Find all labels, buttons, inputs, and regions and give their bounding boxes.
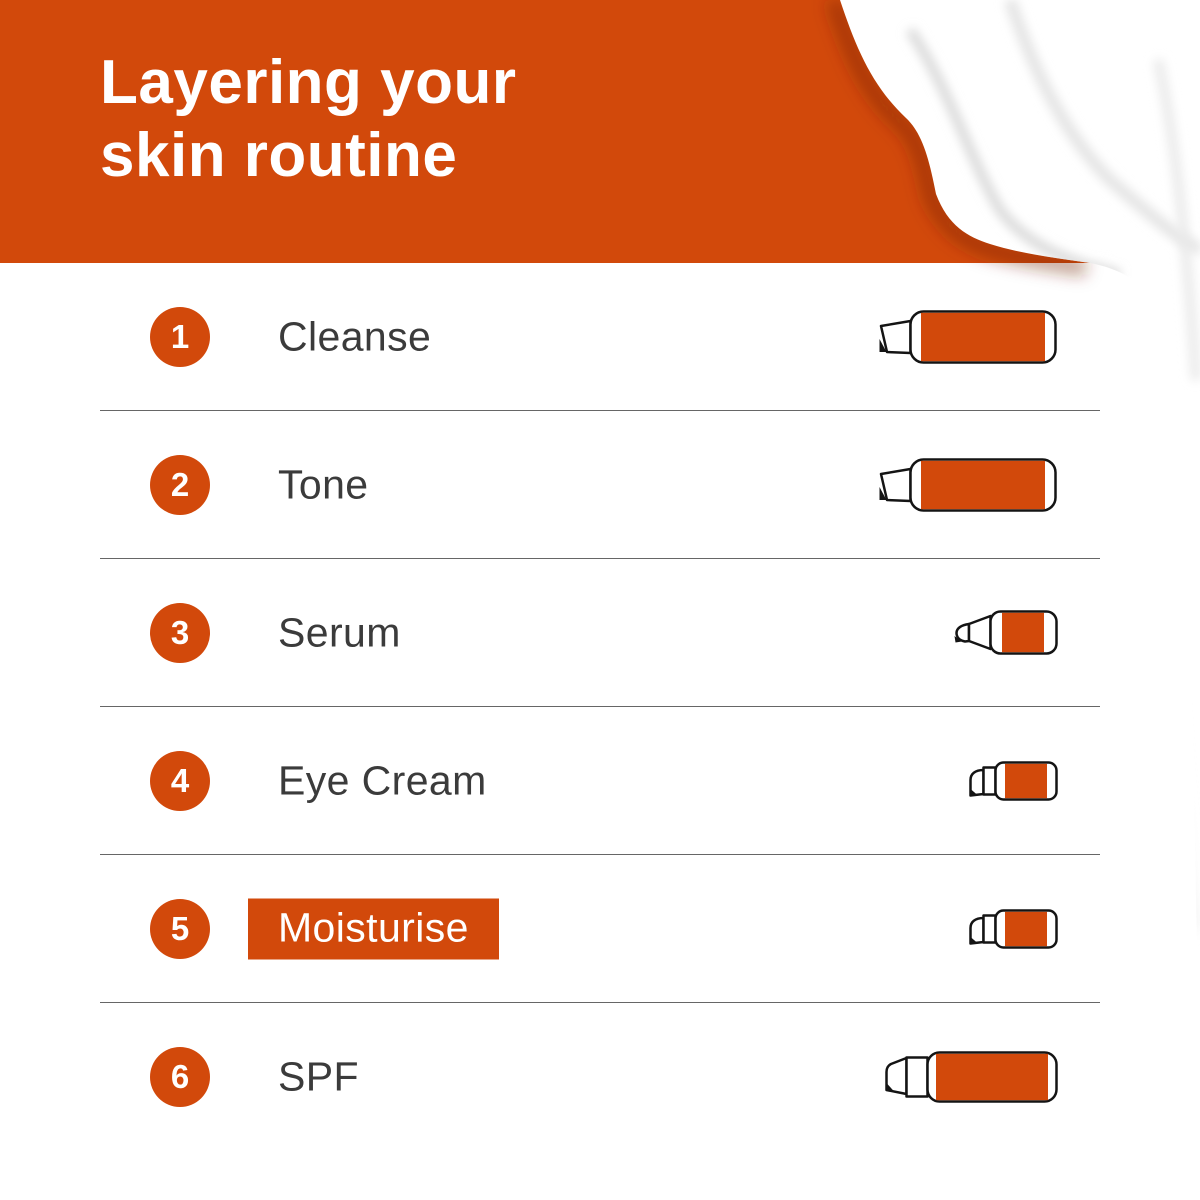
step-number: 3 (170, 614, 190, 651)
list-item-cleanse: 1 Cleanse (0, 263, 1200, 411)
step-number: 6 (170, 1058, 190, 1095)
page-title-line-1: Layering your (100, 48, 517, 117)
header-banner: Layering your skin routine (0, 0, 1200, 263)
row-divider (100, 705, 1100, 707)
spf-pump-bottle-icon (885, 1051, 1058, 1103)
step-number-badge: 5 (150, 899, 210, 959)
step-label: Serum (278, 609, 401, 656)
row-divider (100, 853, 1100, 855)
eye-cream-pump-icon (969, 761, 1058, 801)
list-item-serum: 3 Serum (0, 559, 1200, 707)
list-item-moisturise: 5 Moisturise (0, 855, 1200, 1003)
step-label: SPF (278, 1053, 359, 1100)
list-item-spf: 6 SPF (0, 1003, 1200, 1151)
step-number-badge: 1 (150, 307, 210, 367)
step-number: 2 (170, 466, 190, 503)
list-item-tone: 2 Tone (0, 411, 1200, 559)
step-label: Cleanse (278, 313, 432, 360)
moisturiser-pump-icon (969, 909, 1058, 949)
row-divider (100, 1001, 1100, 1003)
row-divider (100, 557, 1100, 559)
step-number: 4 (170, 762, 190, 799)
step-number-badge: 4 (150, 751, 210, 811)
list-item-eye-cream: 4 Eye Cream (0, 707, 1200, 855)
step-number-badge: 2 (150, 455, 210, 515)
step-label: Tone (278, 461, 369, 508)
step-number-badge: 6 (150, 1047, 210, 1107)
step-label: Eye Cream (278, 757, 487, 804)
step-label-highlighted: Moisturise (248, 898, 499, 960)
serum-dropper-icon (954, 610, 1058, 655)
page-title-line-2: skin routine (100, 121, 458, 190)
step-number-badge: 3 (150, 603, 210, 663)
step-number: 1 (170, 318, 190, 355)
routine-steps-list: 1 Cleanse 2 Tone (0, 263, 1200, 1151)
step-number: 5 (170, 910, 190, 947)
toner-tube-icon (879, 458, 1057, 512)
cleanser-tube-icon (879, 310, 1057, 364)
row-divider (100, 409, 1100, 411)
page-title: Layering your skin routine (100, 46, 517, 192)
